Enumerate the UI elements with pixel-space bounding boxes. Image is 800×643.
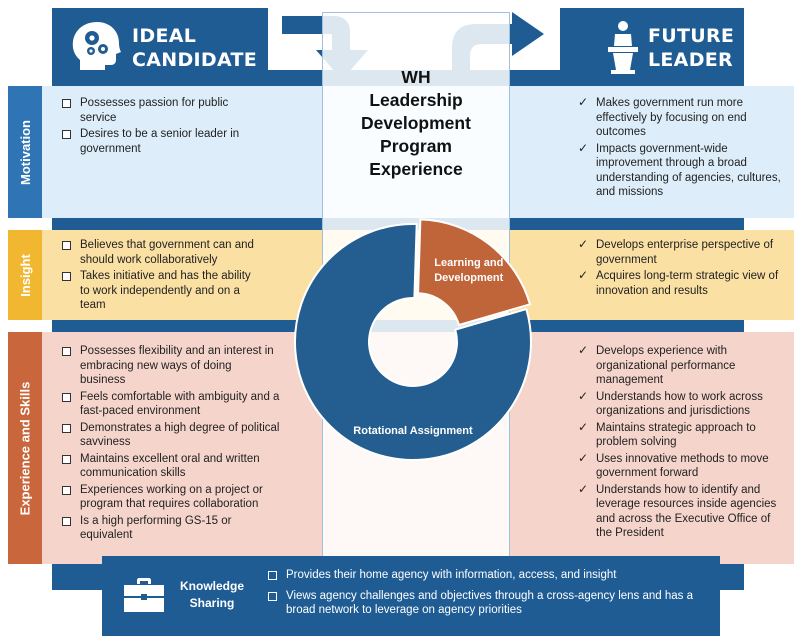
list-item: Provides their home agency with informat… (264, 568, 712, 583)
donut-segment-learning (417, 218, 532, 327)
list-item: Uses innovative methods to move governme… (574, 451, 784, 481)
donut-label-rotational: Rotational Assignment (353, 425, 473, 437)
list-item: Feels comfortable with ambiguity and a f… (58, 390, 280, 419)
program-donut-chart: Learning and Development Rotational Assig… (294, 218, 532, 461)
program-title-line1: WH (401, 67, 431, 87)
knowledge-checkbox-icon (268, 571, 277, 580)
donut-segment-rotational (294, 223, 532, 461)
list-item: Acquires long-term strategic view of inn… (574, 268, 784, 298)
insight-label: Insight (17, 253, 33, 297)
ideal-title-line1: IDEAL (132, 25, 197, 47)
knowledge-label-line1: Knowledge (180, 579, 245, 593)
experience-right-column: Develops experience with organizational … (574, 343, 784, 543)
list-item: Possesses flexibility and an interest in… (58, 344, 280, 388)
list-item: Makes government run more effectively by… (574, 95, 784, 140)
briefcase-icon (124, 578, 164, 612)
list-item: Impacts government-wide improvement thro… (574, 141, 784, 200)
ideal-candidate-header: IDEAL CANDIDATE (52, 8, 268, 84)
head-gears-icon (72, 22, 121, 70)
donut-label-learning: Learning and Development (434, 257, 503, 284)
list-item: Experiences working on a project or prog… (58, 483, 280, 512)
future-title-line2: LEADER (648, 49, 733, 71)
experience-right-list: Develops experience with organizational … (574, 343, 784, 541)
motivation-left-list: Possesses passion for public service Des… (58, 96, 258, 156)
list-item: Understands how to work across organizat… (574, 389, 784, 419)
ideal-title-line2: CANDIDATE (132, 49, 258, 71)
knowledge-item-text: Provides their home agency with informat… (286, 569, 617, 581)
row-tab-motivation: Motivation (8, 86, 42, 218)
knowledge-list: Provides their home agency with informat… (264, 568, 712, 620)
experience-left-column: Possesses flexibility and an interest in… (58, 344, 280, 545)
list-item: Understands how to identify and leverage… (574, 482, 784, 541)
podium-speaker-icon (608, 21, 638, 74)
insight-left-column: Believes that government can and should … (58, 238, 258, 315)
knowledge-item-text: Views agency challenges and objectives t… (286, 589, 694, 617)
program-title-line2: Leadership (369, 90, 463, 110)
knowledge-checkbox-icon (268, 591, 277, 601)
list-item: Develops enterprise perspective of gover… (574, 237, 784, 267)
list-item: Believes that government can and should … (58, 238, 258, 267)
insight-right-list: Develops enterprise perspective of gover… (574, 237, 784, 298)
program-title-line5: Experience (369, 159, 463, 179)
list-item: Possesses passion for public service (58, 96, 258, 125)
program-title-line4: Program (380, 136, 452, 156)
future-title-line1: FUTURE (648, 25, 735, 47)
list-item: Takes initiative and has the ability to … (58, 269, 258, 313)
list-item: Demonstrates a high degree of political … (58, 421, 280, 450)
program-title-line3: Development (361, 113, 471, 133)
knowledge-label-line2: Sharing (189, 596, 235, 610)
experience-label: Experience and Skills (17, 381, 33, 515)
insight-left-list: Believes that government can and should … (58, 238, 258, 313)
row-tab-experience: Experience and Skills (8, 332, 42, 564)
future-leader-header: FUTURE LEADER (560, 8, 744, 84)
list-item: Is a high performing GS-15 or equivalent (58, 514, 280, 543)
list-item: Views agency challenges and objectives t… (264, 589, 712, 618)
row-tab-insight: Insight (8, 230, 42, 320)
list-item: Desires to be a senior leader in governm… (58, 127, 258, 156)
experience-left-list: Possesses flexibility and an interest in… (58, 344, 280, 543)
motivation-right-column: Makes government run more effectively by… (574, 95, 784, 202)
program-title: WH Leadership Development Program Experi… (322, 66, 510, 181)
motivation-left-column: Possesses passion for public service Des… (58, 96, 258, 158)
insight-right-column: Develops enterprise perspective of gover… (574, 237, 784, 300)
knowledge-sharing-bar: Knowledge Sharing Provides their home ag… (102, 556, 720, 636)
list-item: Develops experience with organizational … (574, 343, 784, 388)
motivation-label: Motivation (17, 119, 33, 185)
list-item: Maintains strategic approach to problem … (574, 420, 784, 450)
motivation-right-list: Makes government run more effectively by… (574, 95, 784, 200)
list-item: Maintains excellent oral and written com… (58, 452, 280, 481)
